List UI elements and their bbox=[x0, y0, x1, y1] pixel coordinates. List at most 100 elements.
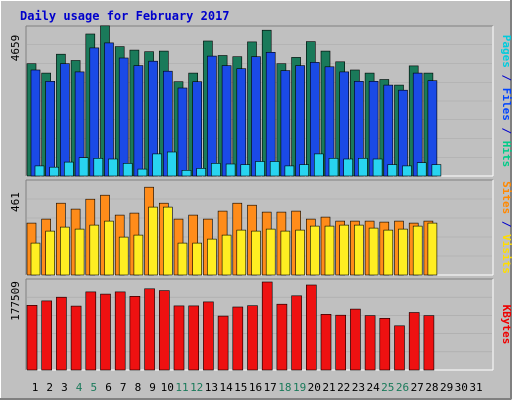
x-tick-label-15: 15 bbox=[234, 381, 247, 394]
bar-files-day-14 bbox=[221, 65, 232, 177]
legend-entry: / bbox=[500, 68, 512, 82]
series-kbytes bbox=[26, 281, 435, 371]
legend-entry: Hits bbox=[500, 134, 512, 167]
bar-visits-day-16 bbox=[251, 230, 261, 276]
bar-visits-day-26 bbox=[398, 228, 408, 276]
series-pages bbox=[34, 151, 442, 177]
y-max-label: 461 bbox=[9, 192, 22, 212]
bar-kbytes-day-9 bbox=[144, 288, 155, 371]
bar-pages-day-9 bbox=[152, 153, 162, 177]
bar-visits-day-8 bbox=[133, 234, 144, 276]
bar-visits-day-10 bbox=[163, 206, 173, 276]
bar-pages-day-2 bbox=[49, 166, 60, 177]
bar-visits-day-13 bbox=[207, 238, 217, 276]
x-tick-label-20: 20 bbox=[308, 381, 321, 394]
x-tick-label-25: 25 bbox=[381, 381, 394, 394]
bar-files-day-18 bbox=[280, 70, 291, 177]
bar-files-day-5 bbox=[89, 47, 100, 177]
bar-visits-day-23 bbox=[354, 224, 364, 276]
bar-visits-day-21 bbox=[324, 225, 335, 276]
bar-kbytes-day-10 bbox=[159, 290, 170, 371]
bar-visits-day-15 bbox=[236, 229, 247, 276]
x-tick-label-27: 27 bbox=[411, 381, 424, 394]
bar-files-day-26 bbox=[398, 89, 408, 177]
bar-visits-day-22 bbox=[339, 224, 350, 276]
bar-kbytes-day-19 bbox=[291, 295, 302, 371]
bar-visits-day-17 bbox=[265, 228, 276, 276]
bar-files-day-12 bbox=[192, 81, 202, 177]
bar-files-day-25 bbox=[383, 84, 394, 177]
bar-pages-day-25 bbox=[387, 164, 398, 177]
x-tick-label-10: 10 bbox=[161, 381, 174, 394]
bar-pages-day-1 bbox=[34, 165, 45, 177]
x-tick-label-13: 13 bbox=[205, 381, 218, 394]
bar-files-day-11 bbox=[177, 87, 188, 177]
bar-kbytes-day-20 bbox=[305, 284, 317, 371]
bar-kbytes-day-28 bbox=[423, 315, 435, 371]
bar-visits-day-6 bbox=[104, 220, 114, 276]
legend-entry: / bbox=[500, 121, 512, 135]
bar-pages-day-17 bbox=[269, 161, 280, 177]
legend-entry: Files bbox=[500, 81, 512, 121]
legend-entry: Visits bbox=[500, 228, 512, 274]
bar-files-day-19 bbox=[295, 65, 305, 177]
x-tick-label-1: 1 bbox=[32, 381, 39, 394]
bar-kbytes-day-4 bbox=[70, 305, 82, 371]
x-tick-labels: 1 2 3 4 5 6 7 8 9 10 11 12 13 14 15 16 17 18 19 20 21 22 23 24 2… bbox=[32, 381, 483, 394]
bar-pages-day-7 bbox=[122, 163, 133, 177]
bar-kbytes-day-14 bbox=[217, 315, 229, 371]
bar-kbytes-day-8 bbox=[129, 295, 141, 371]
bar-visits-day-7 bbox=[118, 236, 129, 276]
x-tick-label-30: 30 bbox=[455, 381, 468, 394]
bar-pages-day-20 bbox=[313, 153, 324, 177]
bar-files-day-27 bbox=[412, 72, 423, 177]
bar-pages-day-22 bbox=[343, 158, 354, 177]
bar-pages-day-24 bbox=[372, 158, 383, 177]
bar-pages-day-13 bbox=[211, 163, 221, 177]
bar-kbytes-day-12 bbox=[188, 305, 199, 371]
series-files bbox=[30, 42, 438, 177]
bar-pages-day-11 bbox=[181, 170, 192, 177]
bar-files-day-3 bbox=[60, 63, 70, 177]
bar-kbytes-day-5 bbox=[85, 291, 97, 371]
panel-requests: 4659 Pages / Files / Hits bbox=[9, 25, 512, 177]
bar-pages-day-19 bbox=[299, 164, 309, 177]
x-tick-label-24: 24 bbox=[366, 381, 380, 394]
bar-kbytes-day-24 bbox=[364, 315, 376, 371]
bar-kbytes-day-26 bbox=[394, 325, 405, 371]
bar-pages-day-27 bbox=[416, 162, 427, 177]
bar-visits-day-11 bbox=[177, 242, 188, 276]
bar-kbytes-day-22 bbox=[335, 314, 347, 371]
bar-files-day-7 bbox=[118, 57, 129, 177]
bar-pages-day-26 bbox=[402, 165, 412, 177]
bar-pages-day-10 bbox=[167, 151, 177, 177]
chart-panels: 4659 Pages / Files / Hits 461 Sites / Visit… bbox=[9, 25, 512, 371]
x-tick-label-29: 29 bbox=[440, 381, 453, 394]
bar-pages-day-8 bbox=[137, 168, 148, 177]
x-tick-label-9: 9 bbox=[149, 381, 156, 394]
bar-visits-day-20 bbox=[309, 225, 320, 276]
bar-visits-day-5 bbox=[89, 224, 100, 276]
bar-visits-day-1 bbox=[30, 242, 41, 276]
bar-files-day-1 bbox=[30, 69, 41, 177]
x-tick-label-16: 16 bbox=[249, 381, 262, 394]
bar-pages-day-18 bbox=[284, 165, 295, 177]
legend-visitors: Sites / Visits bbox=[500, 181, 512, 274]
x-tick-label-2: 2 bbox=[46, 381, 53, 394]
legend-entry: / bbox=[500, 214, 512, 228]
bar-pages-day-4 bbox=[78, 157, 89, 177]
bar-visits-day-3 bbox=[60, 226, 70, 276]
x-tick-label-31: 31 bbox=[469, 381, 482, 394]
bar-visits-day-28 bbox=[427, 222, 438, 276]
bar-pages-day-14 bbox=[225, 163, 236, 177]
bar-files-day-6 bbox=[104, 42, 114, 177]
x-tick-label-26: 26 bbox=[396, 381, 409, 394]
bar-pages-day-21 bbox=[328, 158, 339, 177]
bar-kbytes-day-1 bbox=[26, 304, 38, 371]
bar-kbytes-day-21 bbox=[320, 313, 332, 371]
bar-visits-day-27 bbox=[412, 225, 423, 276]
panel-visitors: 461 Sites / Visits bbox=[9, 179, 512, 276]
bar-pages-day-16 bbox=[255, 161, 265, 177]
